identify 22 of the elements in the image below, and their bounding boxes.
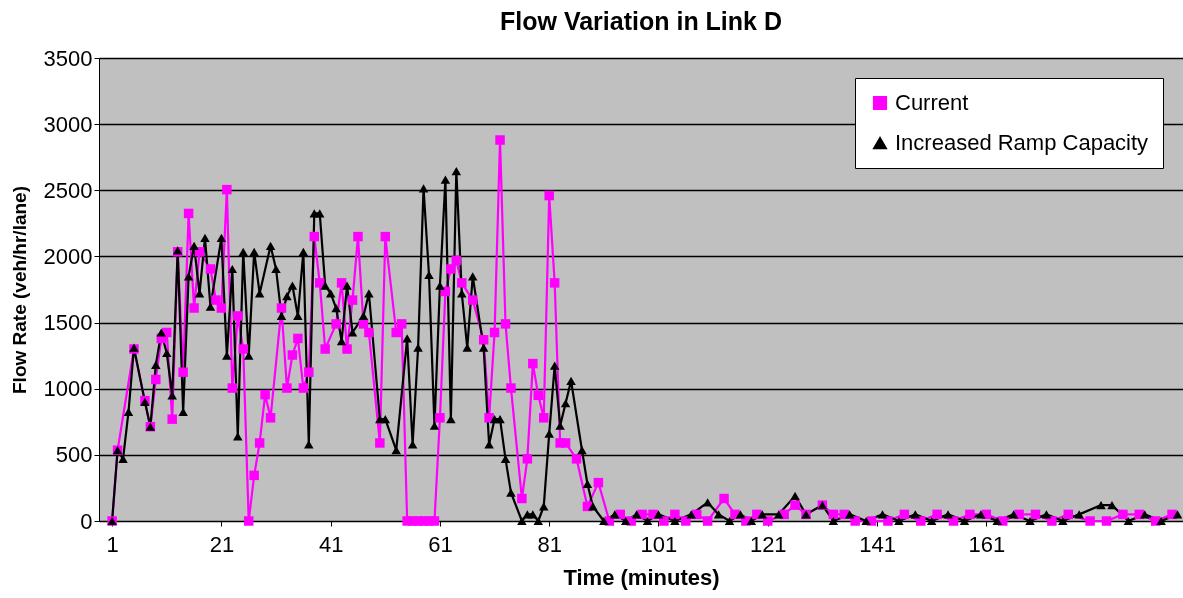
y-tick-label: 2500 xyxy=(43,177,93,203)
y-tick-label: 0 xyxy=(80,508,93,534)
x-tick-label: 161 xyxy=(968,531,1006,557)
y-axis-title: Flow Rate (veh/hr/lane) xyxy=(8,186,30,394)
y-tick-label: 3500 xyxy=(43,45,93,71)
y-tick-label: 1500 xyxy=(43,310,93,336)
legend-label: Current xyxy=(895,90,969,115)
x-tick-label: 141 xyxy=(859,531,896,557)
y-tick-label: 500 xyxy=(55,442,93,468)
x-tick-label: 121 xyxy=(749,531,787,557)
chart-title: Flow Variation in Link D xyxy=(500,7,782,35)
y-tick-label: 3000 xyxy=(43,111,93,137)
x-tick-label: 81 xyxy=(537,531,562,557)
y-tick-label: 1000 xyxy=(43,376,93,402)
x-tick-label: 41 xyxy=(318,531,344,557)
x-tick-label: 21 xyxy=(209,531,235,557)
x-tick-label: 101 xyxy=(640,531,678,557)
x-axis-title: Time (minutes) xyxy=(563,564,720,590)
y-tick-label: 2000 xyxy=(43,243,93,269)
x-tick-label: 1 xyxy=(106,531,119,557)
x-tick-label: 61 xyxy=(428,531,453,557)
legend-label: Increased Ramp Capacity xyxy=(895,130,1149,155)
